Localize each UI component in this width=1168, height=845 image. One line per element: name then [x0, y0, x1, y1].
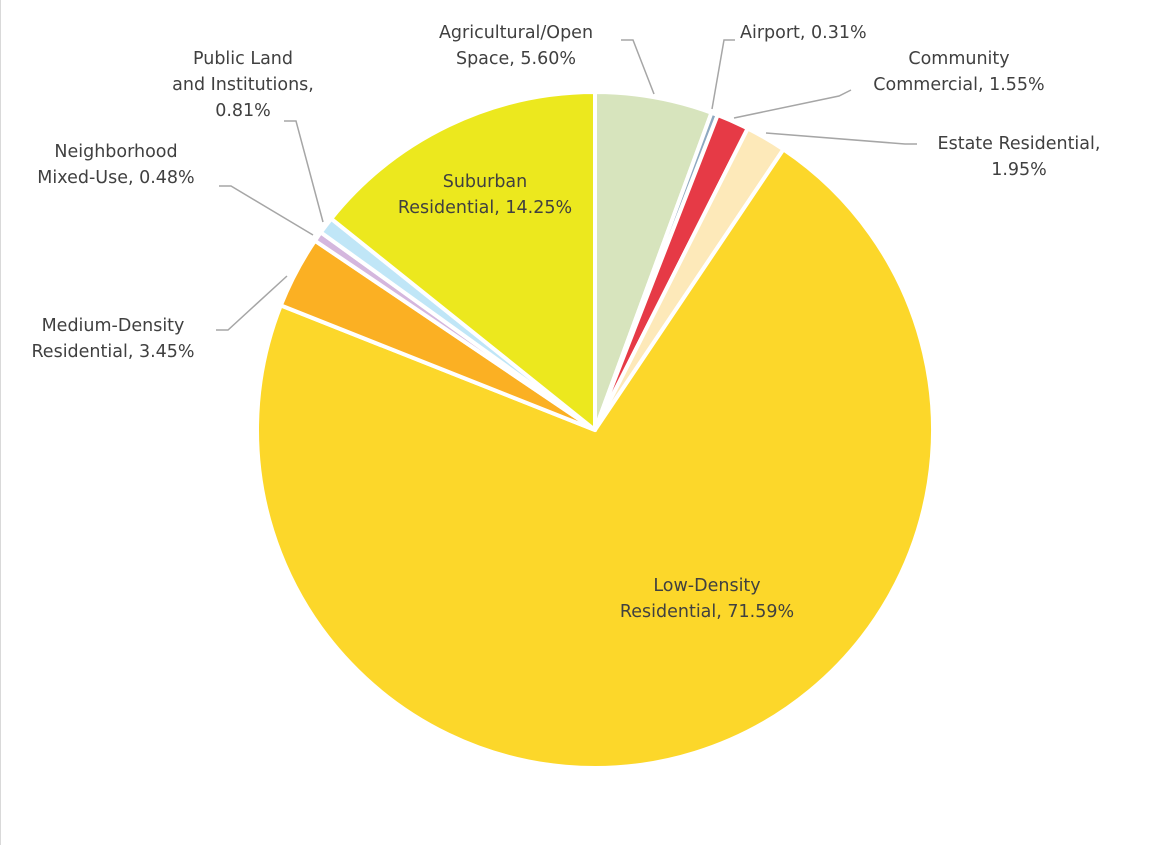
- leader-line-agricultural-open-space: [621, 39, 655, 95]
- data-label-public-land-and-institutions: Public Land and Institutions, 0.81%: [172, 49, 314, 121]
- data-label-low-density-residential: Low-Density Residential, 71.59%: [620, 576, 794, 622]
- data-label-medium-density-residential: Medium-Density Residential, 3.45%: [31, 316, 194, 362]
- leader-line-neighborhood-mixed-use: [219, 185, 314, 236]
- leader-line-public-land-and-institutions: [284, 120, 324, 223]
- leader-line-community-commercial: [733, 89, 852, 119]
- data-label-neighborhood-mixed-use: Neighborhood Mixed-Use, 0.48%: [37, 142, 194, 188]
- leader-line-airport: [711, 39, 735, 110]
- data-label-estate-residential: Estate Residential, 1.95%: [938, 134, 1101, 180]
- data-label-airport: Airport, 0.31%: [740, 23, 867, 43]
- leader-line-estate-residential: [765, 132, 917, 145]
- data-label-agricultural-open-space: Agricultural/Open Space, 5.60%: [439, 23, 593, 69]
- pie-slice-suburban-residential: [329, 90, 597, 432]
- data-label-community-commercial: Community Commercial, 1.55%: [873, 49, 1044, 95]
- pie-slice-low-density-residential: [255, 147, 935, 770]
- leader-line-medium-density-residential: [216, 275, 288, 331]
- data-label-suburban-residential: Suburban Residential, 14.25%: [398, 172, 572, 218]
